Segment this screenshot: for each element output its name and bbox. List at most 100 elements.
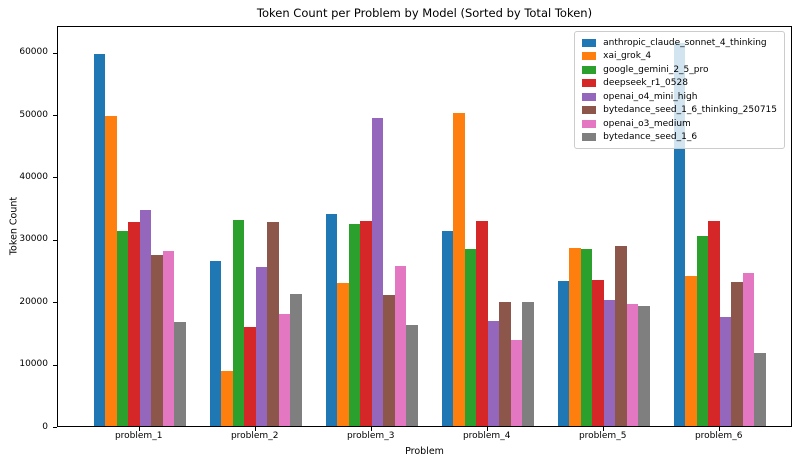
bar-openai_o3_medium <box>394 266 407 426</box>
bar-deepseek_r1_0528 <box>244 326 256 426</box>
y-tick-mark <box>53 364 57 366</box>
y-tick-label: 50000 <box>19 109 48 120</box>
y-tick-mark <box>53 239 57 241</box>
bar-deepseek_r1_0528 <box>128 222 140 426</box>
legend-swatch <box>582 38 597 47</box>
legend-label: openai_o3_medium <box>603 118 691 129</box>
y-tick-label: 10000 <box>19 359 48 370</box>
bar-bytedance_seed_1_6 <box>290 294 302 426</box>
bar-anthropic_claude_sonnet_4_thinking <box>557 281 570 426</box>
bar-anthropic_claude_sonnet_4_thinking <box>673 42 686 426</box>
bar-xai_grok_4 <box>221 371 233 426</box>
x-tick-mark <box>254 427 256 431</box>
legend-swatch <box>582 92 597 101</box>
y-tick-label: 40000 <box>19 171 48 182</box>
bar-openai_o4_mini_high <box>139 209 152 426</box>
y-tick-mark <box>53 302 57 304</box>
bar-bytedance_seed_1_6 <box>638 306 650 426</box>
bar-bytedance_seed_1_6 <box>522 301 534 426</box>
bar-xai_grok_4 <box>685 275 697 426</box>
y-tick-label: 30000 <box>19 234 48 245</box>
bar-bytedance_seed_1_6 <box>406 324 418 426</box>
legend-item: openai_o4_mini_high <box>582 90 777 104</box>
x-tick-label: problem_1 <box>114 431 163 441</box>
legend-item: xai_grok_4 <box>582 50 777 64</box>
x-tick-label: problem_5 <box>578 431 627 441</box>
y-tick-label: 20000 <box>19 296 48 307</box>
legend-label: xai_grok_4 <box>603 51 652 61</box>
bar-openai_o3_medium <box>742 273 755 426</box>
y-tick-label: 0 <box>42 421 48 432</box>
bar-openai_o4_mini_high <box>255 266 268 426</box>
bar-group-problem_6 <box>673 42 766 426</box>
x-axis-label: Problem <box>405 446 444 457</box>
bar-anthropic_claude_sonnet_4_thinking <box>441 230 454 426</box>
bar-google_gemini_2_5_pro <box>696 235 709 426</box>
bar-anthropic_claude_sonnet_4_thinking <box>325 213 338 426</box>
bar-bytedance_seed_1_6 <box>174 321 186 426</box>
x-tick-label: problem_6 <box>694 431 743 441</box>
bar-deepseek_r1_0528 <box>592 280 604 426</box>
legend-swatch <box>582 65 597 74</box>
bar-openai_o3_medium <box>278 313 291 426</box>
bar-anthropic_claude_sonnet_4_thinking <box>209 261 222 426</box>
y-tick-label: 60000 <box>19 47 48 58</box>
y-tick-mark <box>53 52 57 54</box>
legend-label: bytedance_seed_1_6_thinking_250715 <box>603 105 777 115</box>
bar-xai_grok_4 <box>569 248 581 426</box>
bar-google_gemini_2_5_pro <box>580 249 593 426</box>
y-axis-label: Token Count <box>8 196 20 256</box>
bar-bytedance_seed_1_6_thinking_250715 <box>151 255 163 426</box>
bar-xai_grok_4 <box>453 113 465 426</box>
bar-group-problem_4 <box>441 113 534 426</box>
bar-google_gemini_2_5_pro <box>464 249 477 426</box>
bar-bytedance_seed_1_6_thinking_250715 <box>383 295 395 426</box>
legend-label: anthropic_claude_sonnet_4_thinking <box>603 37 767 48</box>
x-tick-label: problem_3 <box>346 431 395 441</box>
legend-swatch <box>582 52 597 61</box>
x-tick-mark <box>370 427 372 431</box>
bar-openai_o4_mini_high <box>487 321 500 426</box>
legend-item: bytedance_seed_1_6_thinking_250715 <box>582 104 777 118</box>
bar-openai_o4_mini_high <box>371 117 384 426</box>
x-tick-mark <box>718 427 720 431</box>
legend-swatch <box>582 133 597 142</box>
y-tick-mark <box>53 115 57 117</box>
x-tick-label: problem_2 <box>230 431 279 441</box>
bar-openai_o3_medium <box>510 339 523 426</box>
bar-openai_o3_medium <box>626 303 639 426</box>
bar-deepseek_r1_0528 <box>708 220 720 426</box>
bar-deepseek_r1_0528 <box>360 221 372 426</box>
plot-area: anthropic_claude_sonnet_4_thinking xai_gr… <box>57 26 792 427</box>
bar-group-problem_3 <box>325 117 418 426</box>
chart-title: Token Count per Problem by Model (Sorted… <box>256 6 593 20</box>
bar-openai_o3_medium <box>162 251 175 426</box>
bar-xai_grok_4 <box>105 115 117 426</box>
legend-swatch <box>582 119 597 128</box>
bar-bytedance_seed_1_6_thinking_250715 <box>267 222 279 426</box>
bar-group-problem_1 <box>93 54 186 426</box>
bar-bytedance_seed_1_6_thinking_250715 <box>615 245 627 426</box>
legend-item: openai_o3_medium <box>582 117 777 131</box>
legend-swatch <box>582 79 597 88</box>
legend-swatch <box>582 106 597 115</box>
bar-bytedance_seed_1_6_thinking_250715 <box>731 281 743 426</box>
bar-bytedance_seed_1_6 <box>754 353 766 426</box>
bar-google_gemini_2_5_pro <box>348 223 361 426</box>
bar-google_gemini_2_5_pro <box>116 231 129 426</box>
bar-openai_o4_mini_high <box>719 316 732 426</box>
y-tick-mark <box>53 427 57 428</box>
bar-group-problem_5 <box>557 245 650 426</box>
legend-item: bytedance_seed_1_6 <box>582 131 777 145</box>
bar-group-problem_2 <box>209 219 302 426</box>
bar-anthropic_claude_sonnet_4_thinking <box>93 54 106 426</box>
bar-openai_o4_mini_high <box>603 300 616 426</box>
legend-item: google_gemini_2_5_pro <box>582 63 777 77</box>
bar-bytedance_seed_1_6_thinking_250715 <box>499 302 511 426</box>
legend-label: bytedance_seed_1_6 <box>603 132 698 142</box>
bar-deepseek_r1_0528 <box>476 220 488 426</box>
y-tick-mark <box>53 177 57 179</box>
legend-label: google_gemini_2_5_pro <box>603 64 709 75</box>
legend-label: openai_o4_mini_high <box>603 91 698 102</box>
